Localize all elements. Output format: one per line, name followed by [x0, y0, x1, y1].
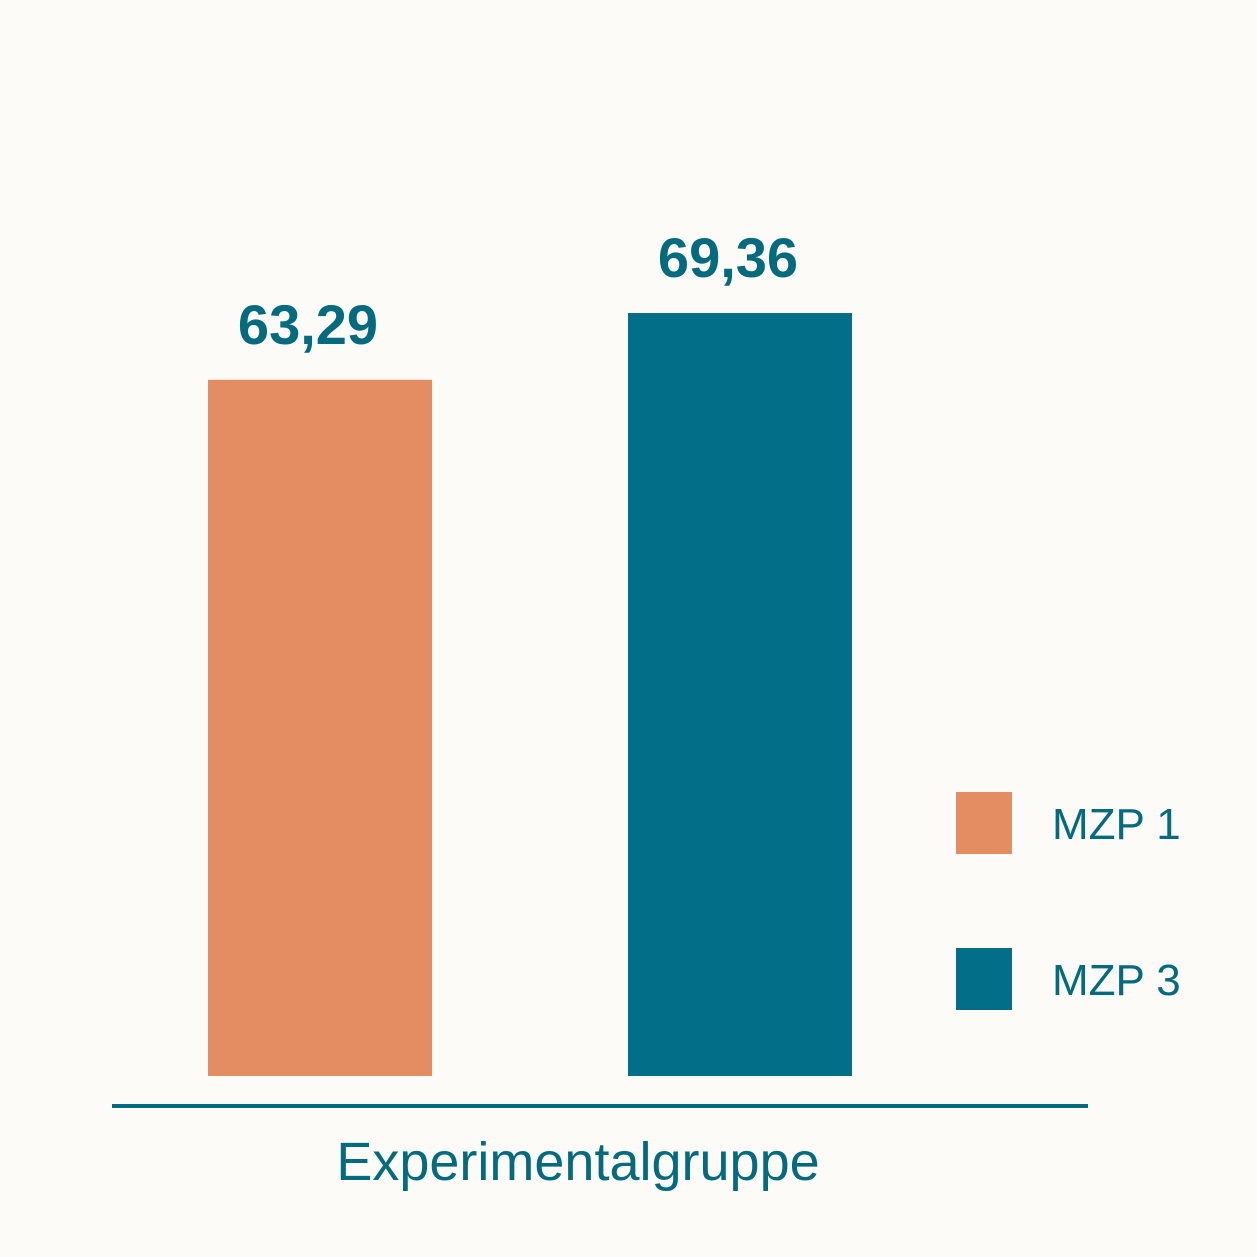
x-category-label: Experimentalgruppe	[336, 1132, 819, 1192]
legend-label-mzp-3: MZP 3	[1052, 956, 1181, 1005]
legend-label-mzp-1: MZP 1	[1052, 800, 1181, 849]
data-label-mzp-3: 69,36	[658, 226, 798, 289]
data-label-mzp-1: 63,29	[238, 293, 378, 356]
legend-swatch-mzp-3	[956, 948, 1012, 1010]
bar-mzp-3	[628, 313, 852, 1076]
data-labels-group: 63,29 69,36	[238, 226, 798, 356]
bar-mzp-1	[208, 379, 432, 1076]
legend-swatch-mzp-1	[956, 792, 1012, 854]
legend: MZP 1 MZP 3	[956, 792, 1181, 1010]
bars-group	[208, 313, 852, 1076]
